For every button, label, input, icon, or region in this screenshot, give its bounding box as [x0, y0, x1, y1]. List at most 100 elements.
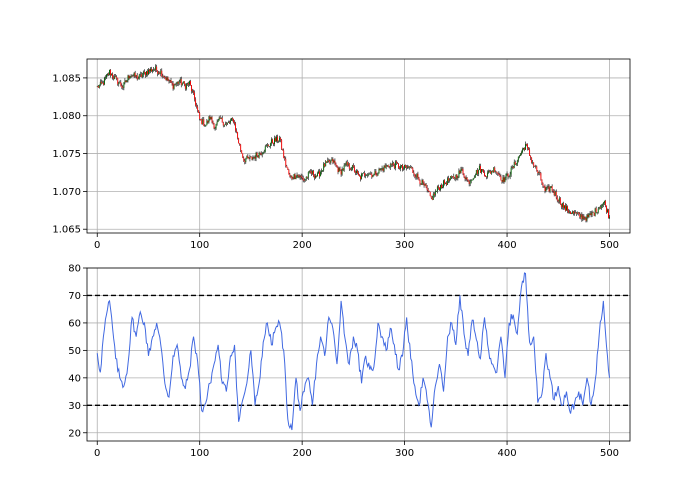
candle-down	[260, 153, 262, 155]
candle-down	[187, 83, 189, 85]
candle-down	[353, 166, 355, 172]
candle-down	[287, 167, 289, 170]
candle-down	[422, 180, 424, 183]
candle-down	[497, 172, 499, 174]
candle-down	[247, 156, 249, 158]
candle-down	[334, 160, 336, 164]
candle-down	[514, 161, 516, 165]
candle-up	[145, 71, 147, 76]
candle-down	[533, 162, 535, 166]
candle-down	[335, 163, 337, 166]
candle-down	[387, 165, 389, 167]
candle-down	[313, 175, 315, 178]
candle-down	[200, 119, 202, 120]
candle-down	[396, 162, 398, 164]
candle-up	[202, 119, 204, 125]
candle-down	[196, 105, 198, 107]
candle-down	[451, 176, 453, 177]
candle-down	[298, 175, 300, 178]
candle-up	[580, 214, 582, 218]
candle-up	[373, 173, 375, 176]
candle-down	[203, 119, 205, 126]
candle-down	[411, 167, 413, 169]
candle-down	[425, 184, 427, 188]
candle-down	[339, 168, 341, 171]
candle-down	[256, 152, 258, 156]
candle-down	[340, 170, 342, 175]
candle-up	[569, 211, 571, 213]
candle-up	[119, 82, 121, 83]
y-tick-label: 1.065	[52, 225, 81, 236]
candle-up	[175, 83, 177, 85]
candle-down	[553, 191, 555, 196]
candle-up	[356, 170, 357, 173]
candle-down	[570, 211, 572, 214]
candle-up	[362, 173, 364, 175]
candle-down	[408, 166, 410, 168]
candle-down	[543, 185, 545, 187]
y-tick-label: 60	[68, 318, 81, 329]
candle-up	[253, 156, 255, 158]
candle-up	[330, 160, 332, 163]
candle-down	[354, 171, 356, 173]
candle-down	[183, 81, 185, 85]
candle-down	[316, 175, 317, 177]
candle-up	[509, 174, 511, 177]
candle-down	[551, 186, 553, 191]
candle-down	[428, 191, 430, 192]
candle-down	[184, 84, 186, 89]
candle-down	[222, 122, 224, 126]
candle-down	[595, 208, 597, 213]
candle-up	[522, 148, 524, 150]
candle-up	[597, 208, 599, 213]
candle-down	[587, 214, 589, 218]
candle-up	[101, 82, 103, 84]
candle-up	[269, 143, 271, 147]
candle-up	[563, 205, 565, 208]
candle-up	[305, 176, 307, 180]
candle-up	[369, 173, 371, 175]
candle-down	[198, 110, 200, 113]
candle-down	[468, 181, 470, 184]
candle-down	[100, 81, 102, 84]
candle-up	[345, 161, 347, 165]
candle-down	[402, 165, 404, 170]
candle-up	[255, 152, 257, 159]
candle-up	[475, 169, 477, 176]
candle-down	[248, 157, 250, 159]
candle-up	[510, 167, 512, 175]
candle-up	[381, 168, 383, 169]
candle-down	[286, 165, 288, 168]
candle-up	[139, 74, 141, 75]
candle-up	[218, 117, 220, 121]
price-axes-frame	[86, 58, 631, 234]
candle-up	[186, 83, 188, 84]
candle-up	[229, 120, 231, 123]
candle-up	[173, 84, 175, 89]
candle-up	[204, 125, 206, 127]
candle-down	[235, 123, 237, 131]
candle-down	[171, 82, 173, 84]
candle-down	[282, 149, 284, 151]
candle-down	[157, 70, 159, 74]
candle-down	[448, 178, 450, 181]
candle-down	[267, 144, 269, 147]
x-tick-label: 500	[600, 448, 619, 459]
candle-up	[185, 83, 187, 89]
candle-down	[534, 165, 536, 167]
candle-up	[223, 124, 225, 126]
candle-up	[465, 177, 467, 180]
candle-down	[459, 170, 461, 173]
candle-down	[503, 177, 505, 182]
candle-up	[365, 175, 367, 177]
candle-up	[135, 75, 137, 77]
candle-up	[214, 128, 216, 129]
candle-up	[114, 76, 116, 79]
candle-down	[151, 68, 152, 72]
candle-down	[358, 172, 359, 175]
candle-down	[121, 85, 123, 88]
candle-down	[193, 90, 195, 93]
candle-down	[168, 80, 170, 82]
candle-down	[578, 212, 580, 214]
